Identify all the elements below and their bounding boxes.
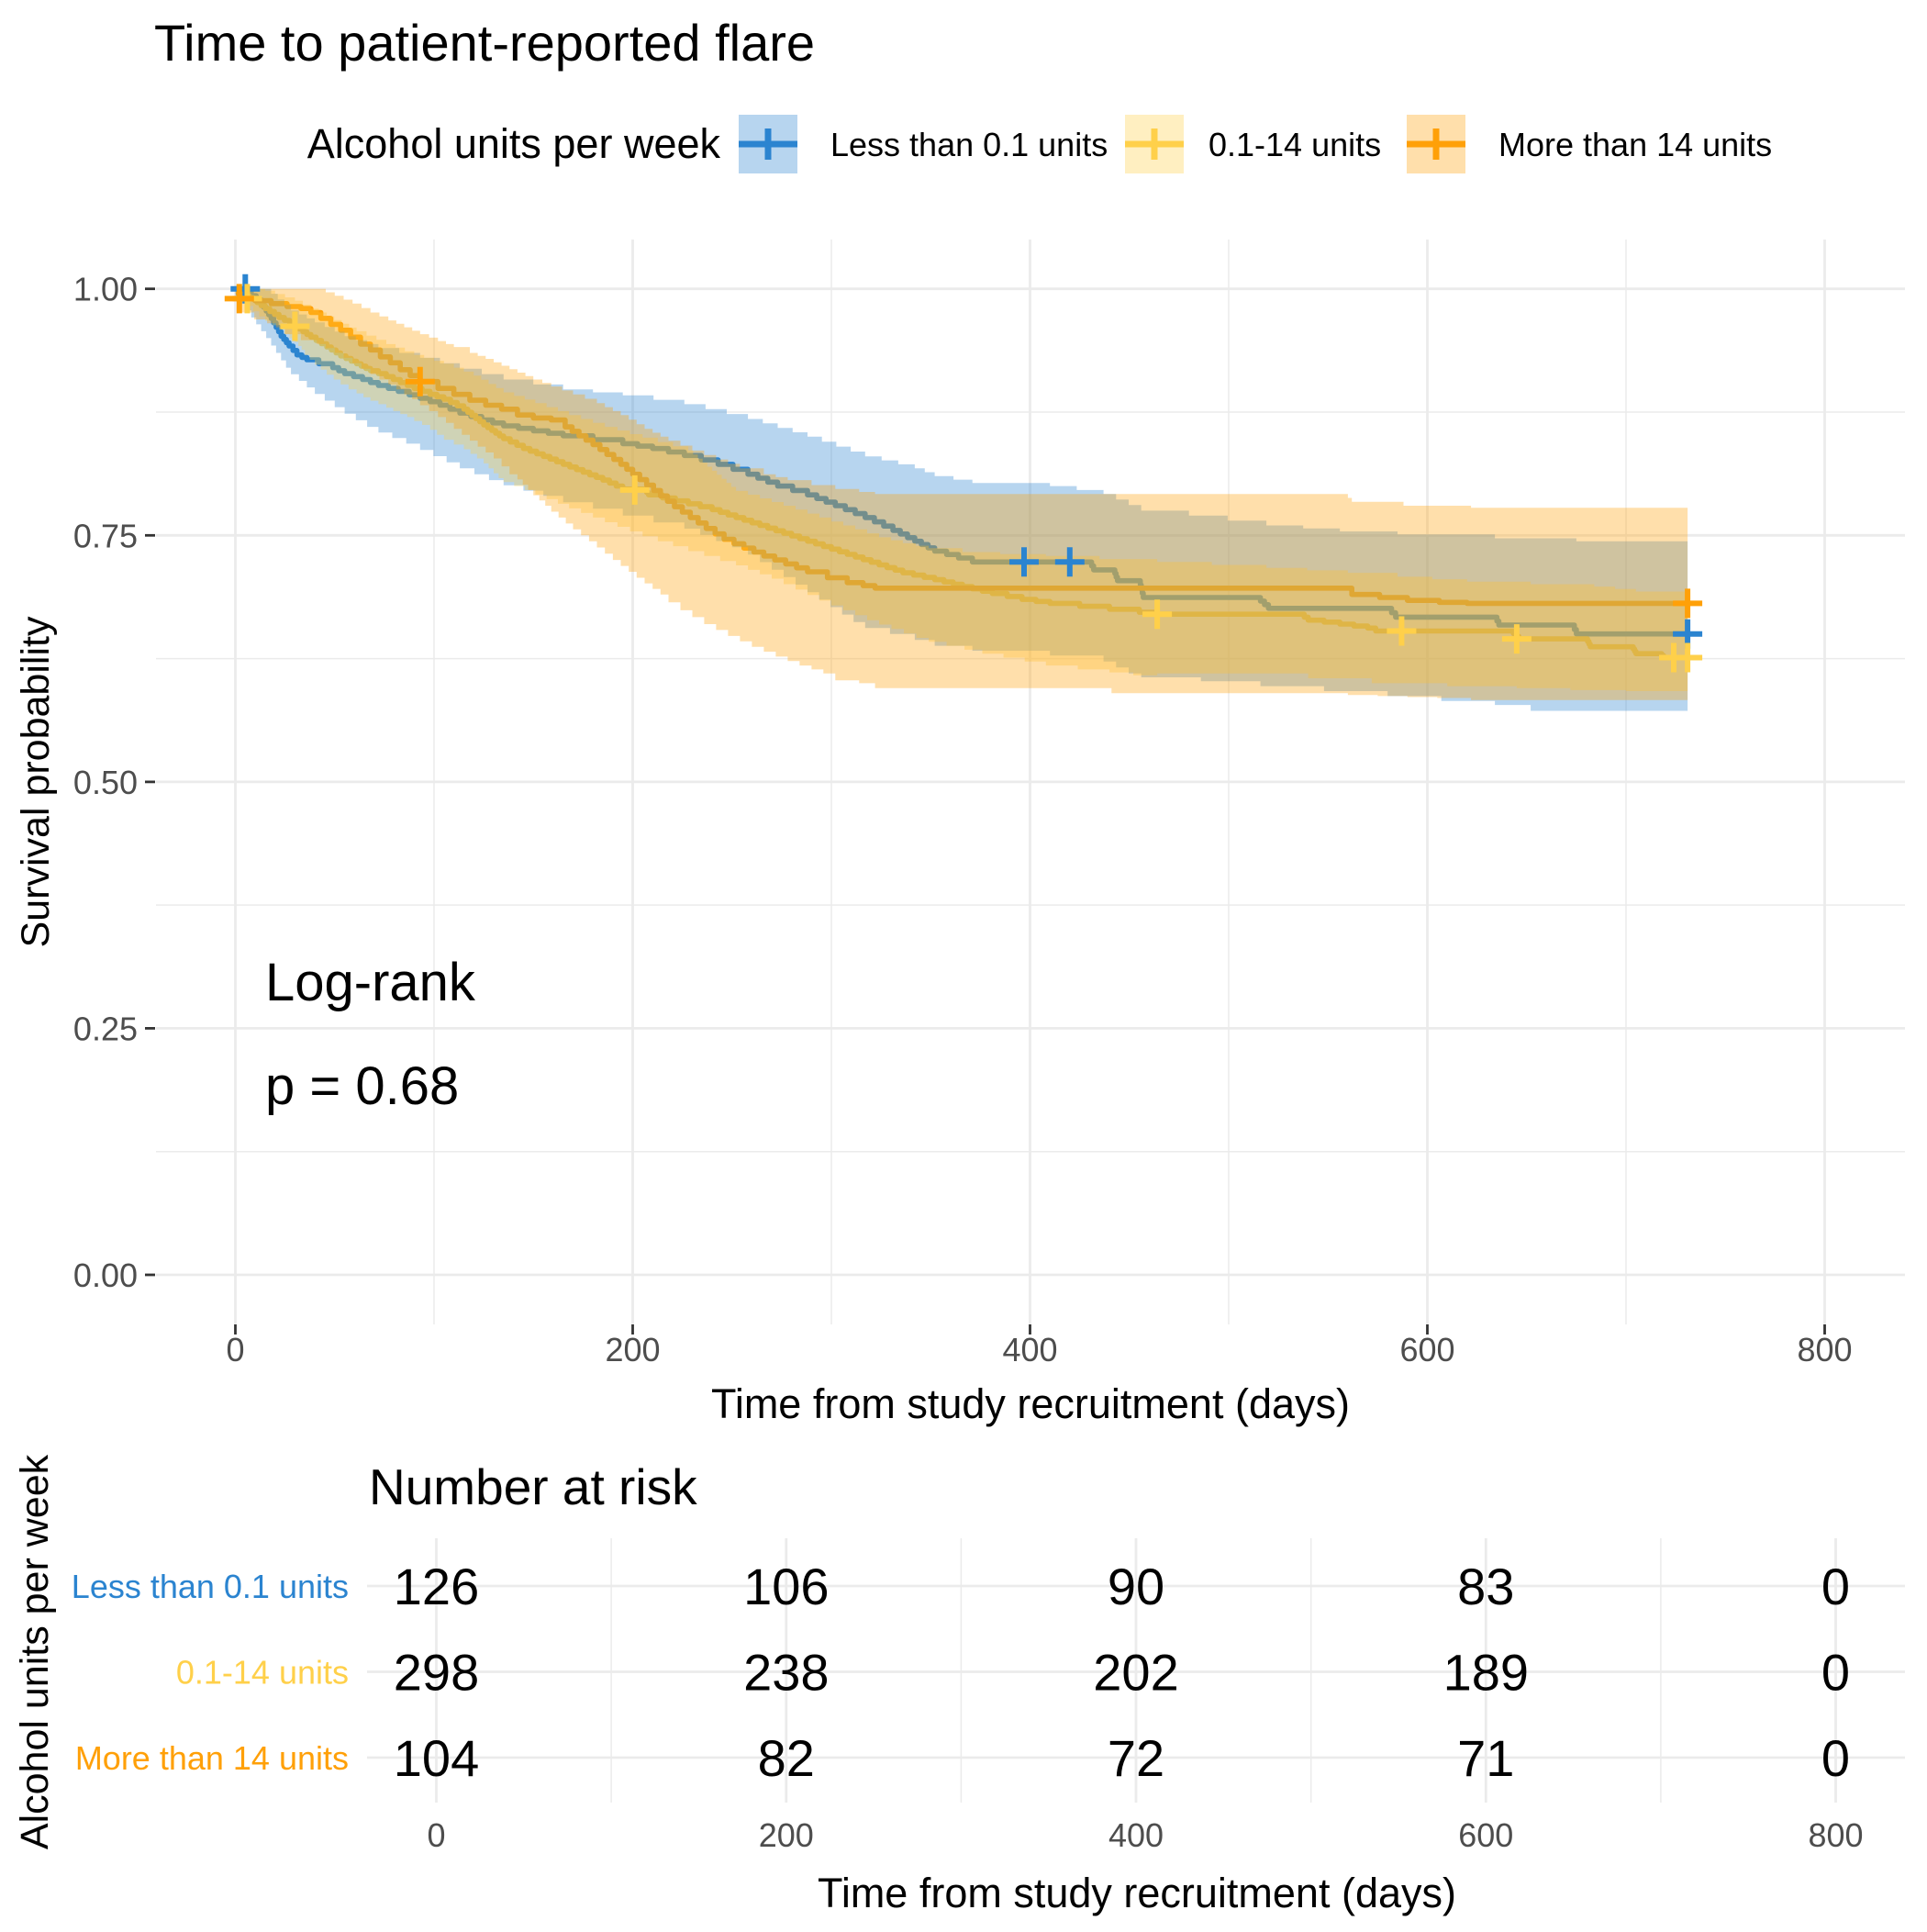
svg-text:Survival probability: Survival probability — [14, 616, 58, 947]
svg-text:0: 0 — [1821, 1729, 1850, 1787]
svg-text:0.00: 0.00 — [73, 1256, 138, 1294]
svg-text:71: 71 — [1457, 1729, 1514, 1787]
svg-text:400: 400 — [1108, 1816, 1164, 1854]
svg-text:1.00: 1.00 — [73, 271, 138, 308]
svg-text:Alcohol units per week: Alcohol units per week — [13, 1454, 57, 1849]
svg-text:0: 0 — [226, 1331, 244, 1368]
svg-text:82: 82 — [758, 1729, 815, 1787]
svg-text:0.50: 0.50 — [73, 764, 138, 801]
svg-text:200: 200 — [759, 1816, 814, 1854]
svg-text:126: 126 — [394, 1558, 479, 1615]
svg-text:202: 202 — [1093, 1644, 1178, 1702]
svg-text:90: 90 — [1108, 1558, 1164, 1615]
svg-text:238: 238 — [743, 1644, 829, 1702]
svg-text:800: 800 — [1808, 1816, 1863, 1854]
svg-text:Less than 0.1 units: Less than 0.1 units — [72, 1568, 349, 1605]
svg-text:200: 200 — [605, 1331, 660, 1368]
svg-text:106: 106 — [743, 1558, 829, 1615]
svg-text:800: 800 — [1797, 1331, 1852, 1368]
svg-text:p = 0.68: p = 0.68 — [265, 1056, 459, 1116]
svg-text:0.25: 0.25 — [73, 1010, 138, 1047]
svg-text:400: 400 — [1002, 1331, 1057, 1368]
svg-text:298: 298 — [394, 1644, 479, 1702]
svg-text:Time to patient-reported flare: Time to patient-reported flare — [154, 14, 815, 72]
svg-text:Number at risk: Number at risk — [369, 1458, 697, 1515]
svg-text:More than 14 units: More than 14 units — [75, 1739, 349, 1777]
svg-text:0: 0 — [1821, 1558, 1850, 1615]
svg-text:Alcohol units per week: Alcohol units per week — [307, 120, 721, 167]
svg-text:0.1-14 units: 0.1-14 units — [1209, 126, 1381, 163]
svg-text:Time from study recruitment (d: Time from study recruitment (days) — [711, 1380, 1350, 1427]
svg-text:72: 72 — [1108, 1729, 1164, 1787]
svg-text:104: 104 — [394, 1729, 479, 1787]
svg-text:0: 0 — [1821, 1644, 1850, 1702]
svg-text:More than 14 units: More than 14 units — [1498, 126, 1772, 163]
svg-text:Log-rank: Log-rank — [265, 953, 476, 1012]
svg-text:83: 83 — [1457, 1558, 1514, 1615]
svg-text:0.75: 0.75 — [73, 517, 138, 554]
svg-text:189: 189 — [1443, 1644, 1529, 1702]
svg-text:0.1-14 units: 0.1-14 units — [176, 1654, 349, 1692]
svg-text:Less than 0.1 units: Less than 0.1 units — [830, 126, 1108, 163]
svg-text:600: 600 — [1458, 1816, 1513, 1854]
svg-text:600: 600 — [1399, 1331, 1454, 1368]
svg-text:Time from study recruitment (d: Time from study recruitment (days) — [818, 1870, 1456, 1916]
svg-text:0: 0 — [427, 1816, 445, 1854]
